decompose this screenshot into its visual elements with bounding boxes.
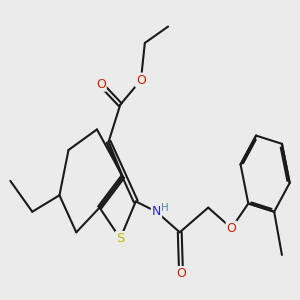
Text: S: S: [116, 232, 124, 245]
Text: O: O: [96, 78, 106, 91]
Text: H: H: [161, 203, 169, 213]
Text: N: N: [152, 205, 161, 218]
Text: O: O: [136, 74, 146, 86]
Text: O: O: [176, 267, 186, 280]
Text: O: O: [226, 222, 236, 235]
